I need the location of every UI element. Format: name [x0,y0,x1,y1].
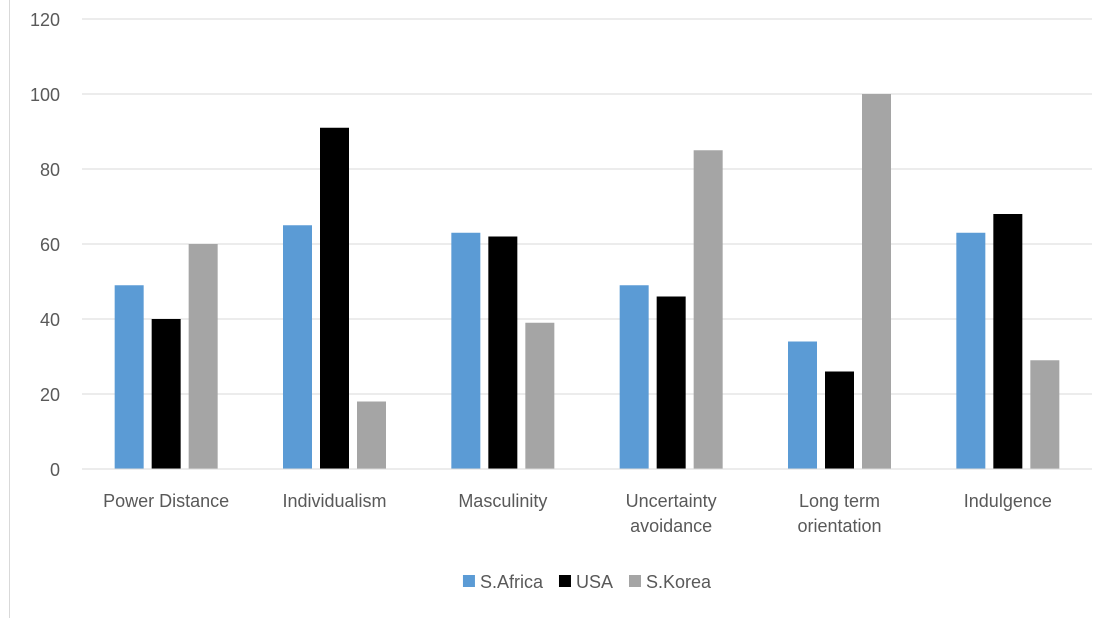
legend-swatch [629,575,641,587]
axes: 0 20 40 60 80 100 120 Power Distance Individuali… [30,10,1092,536]
bar-s-korea-1 [357,401,386,469]
bar-s-korea-3 [693,150,723,469]
legend-swatch [462,575,475,587]
x-tick-label: Uncertainty [626,491,717,511]
x-tick-label: Individualism [282,491,386,511]
y-tick-label: 40 [40,310,60,330]
legend-label: S.Africa [480,572,544,592]
x-tick-label: orientation [797,516,881,536]
x-tick-label: Masculinity [458,491,547,511]
x-tick-label: Long term [799,491,880,511]
y-tick-label: 120 [30,10,60,30]
legend: S.Africa USA S.Korea [462,572,712,592]
legend-label: USA [576,572,613,592]
y-tick-label: 80 [40,160,60,180]
bar-s-korea-2 [525,322,555,469]
bar-usa-0 [151,319,181,469]
x-tick-label: Indulgence [964,491,1052,511]
bar-usa-3 [656,296,686,469]
bar-s-africa-5 [956,232,986,469]
bar-s-korea-0 [188,244,218,469]
bar-usa-2 [488,236,518,469]
bar-s-africa-2 [451,232,481,469]
bar-s-africa-0 [114,285,144,469]
y-tick-label: 20 [40,385,60,405]
bar-usa-4 [825,371,854,469]
legend-label: S.Korea [646,572,712,592]
y-tick-label: 60 [40,235,60,255]
bars [114,94,1060,469]
y-tick-label: 0 [50,460,60,480]
gridlines [82,18,1092,395]
bar-s-korea-4 [862,94,891,469]
bar-s-africa-4 [788,341,817,469]
bar-usa-5 [993,214,1023,469]
chart-border [9,0,10,618]
bar-s-africa-1 [283,225,312,469]
x-tick-label: Power Distance [103,491,229,511]
x-tick-label: avoidance [630,516,712,536]
legend-swatch [558,575,571,587]
y-tick-label: 100 [30,85,60,105]
bar-s-africa-3 [619,285,649,469]
bar-s-korea-5 [1030,360,1060,469]
bar-usa-1 [320,127,349,469]
